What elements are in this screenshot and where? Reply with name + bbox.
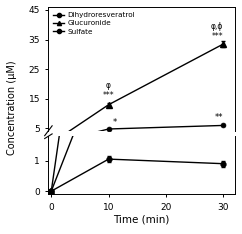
Legend: Dihydroresveratrol, Glucuronide, Sulfate: Dihydroresveratrol, Glucuronide, Sulfate xyxy=(52,11,136,36)
X-axis label: Time (min): Time (min) xyxy=(113,214,170,224)
Text: **: ** xyxy=(215,113,223,122)
Text: φ,ϕ
***: φ,ϕ *** xyxy=(211,22,223,41)
Text: φ
***: φ *** xyxy=(103,81,114,100)
Text: *: * xyxy=(113,118,117,127)
Text: Concentration (μM): Concentration (μM) xyxy=(7,60,17,155)
